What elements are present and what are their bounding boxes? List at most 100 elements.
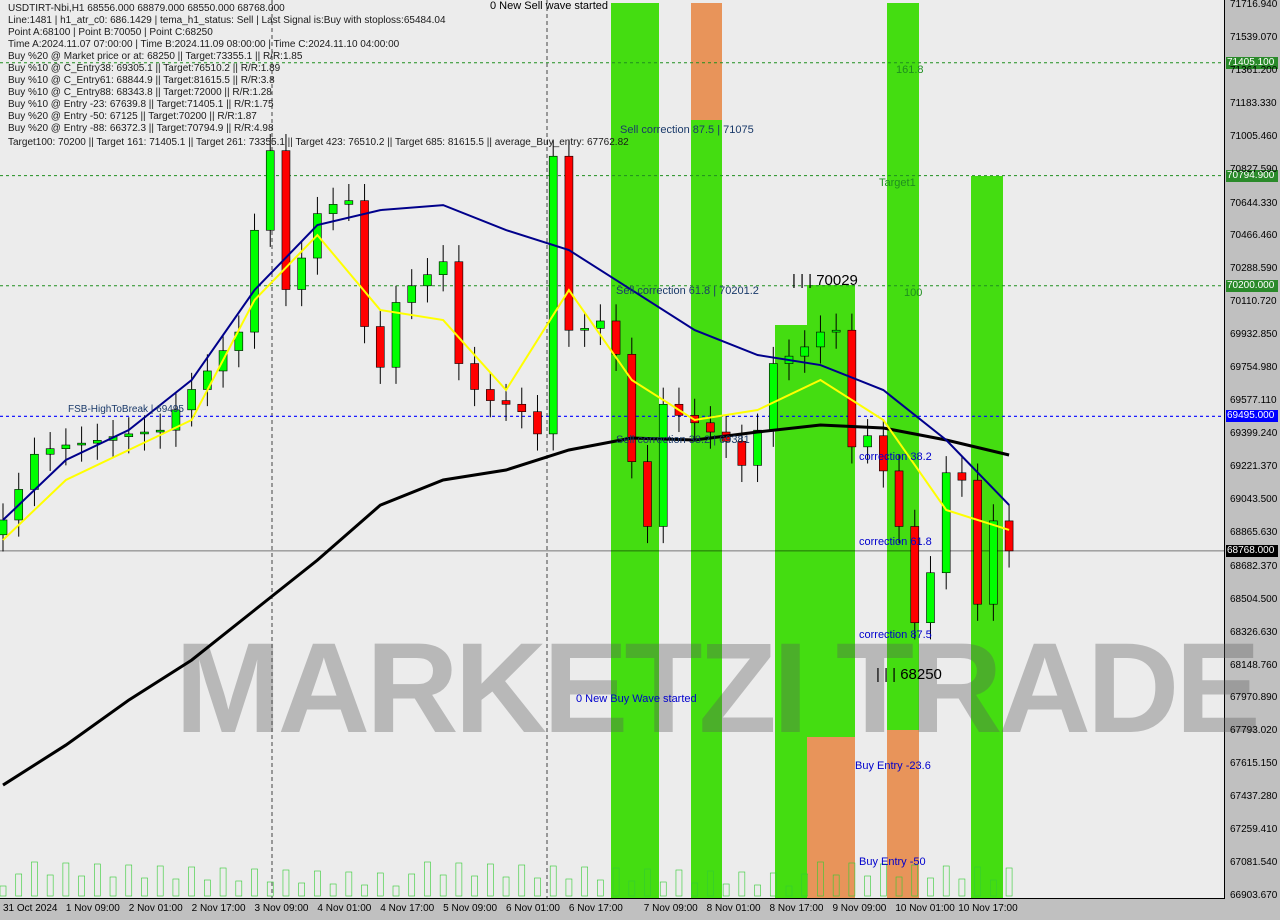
y-tick-label: 69932.850 [1230,329,1278,341]
info-line: Buy %10 @ C_Entry38: 69305.1 || Target:7… [8,63,281,74]
info-line: Buy %20 @ Entry -88: 66372.3 || Target:7… [8,123,274,134]
candle-body [391,302,401,368]
info-line: Buy %20 @ Market price or at: 68250 || T… [8,51,303,62]
volume-bar [424,861,431,897]
volume-bar [471,875,478,897]
info-line: Line:1481 | h1_atr_c0: 686.1429 | tema_h… [8,15,446,26]
y-tick-label: 71361.200 [1230,64,1278,76]
candle-body [910,526,920,624]
y-tick-label: 69043.500 [1230,493,1278,505]
zone-band-orange [807,737,855,898]
volume-bar [408,873,416,897]
price-chart [0,62,1224,897]
x-tick-label: 8 Nov 01:00 [706,903,761,914]
volume-bar [738,871,746,897]
candle-body [706,422,715,433]
candle-body [124,433,134,437]
volume-bar [675,869,683,897]
info-line: Point A:68100 | Point B:70050 | Point C:… [8,27,213,38]
volume-bar [172,878,180,897]
candle-body [30,453,39,490]
x-tick-label: 6 Nov 01:00 [506,903,560,914]
candle-body [423,274,432,287]
annotation-buy-entry-236: Buy Entry -23.6 [855,760,931,772]
x-tick-label: 31 Oct 2024 [3,903,58,914]
volume-bar [266,881,274,897]
candle-body [768,363,778,431]
candle-body [658,403,668,527]
annotation-fsb: FSB-HighToBreak | 69495 [68,404,184,415]
candle-body [155,429,165,433]
volume-bar [345,871,353,897]
zone-band-orange [887,730,919,898]
candle-body [627,353,637,462]
y-tick-label: 71005.460 [1230,130,1278,142]
x-tick-label: 2 Nov 01:00 [128,903,183,914]
candle-body [250,229,259,333]
volume-bar [188,866,195,897]
volume-bar [942,865,950,897]
volume-bar [974,866,981,897]
annotation-buy-entry-50: Buy Entry -50 [859,856,926,868]
volume-bar [141,877,148,897]
candle-body [973,479,982,605]
volume-bar [832,874,840,897]
volume-bar [644,868,651,897]
volume-bar [361,884,368,897]
volume-bar [125,864,133,897]
candle-body [61,444,71,450]
candle-body [501,400,511,405]
y-tick-label: 67793.020 [1230,725,1278,737]
volume-bar [1005,867,1013,897]
candle-body [800,346,810,357]
candle-body [171,409,181,431]
volume-bar [597,879,604,897]
candle-body [375,326,385,368]
candle-body [548,155,558,435]
volume-bar [31,861,38,897]
volume-bar [549,865,557,897]
candle-body [611,320,621,355]
y-tick-label: 68865.630 [1230,526,1278,538]
volume-bar [282,869,290,897]
y-tick-label: 70110.720 [1230,296,1277,308]
candle-body [328,204,338,214]
mid-ma-line [2,204,1010,521]
annotation-correction-875: correction 87.5 [859,629,932,641]
candle-body [486,389,495,401]
volume-bar [235,880,243,897]
volume-bar [659,881,667,897]
volume-bar [502,876,510,897]
volume-bar [46,874,54,897]
candle-body [941,472,951,574]
volume-bar [707,870,714,897]
volume-bar [15,873,23,897]
candle-body [816,331,825,348]
price-level-tag: 68768.000 [1226,544,1278,557]
fast-ma-line [2,233,1010,541]
y-tick-label: 66903.670 [1230,890,1278,901]
candle-body [297,257,306,290]
candle-body [45,448,55,455]
slow-ma-line [2,423,1010,787]
annotation-point-c: | | | 68250 [876,666,942,683]
volume-bar [518,864,526,897]
annotation-correction-382: correction 38.2 [859,451,932,463]
volume-bar [722,883,730,897]
volume-bar [785,885,793,897]
annotation-buy-wave: 0 New Buy Wave started [576,693,697,705]
candle-body [93,440,102,444]
x-tick-label: 3 Nov 09:00 [254,903,309,914]
volume-bar [251,868,258,897]
candle-body [989,520,998,605]
candle-body [187,389,196,411]
price-level-tag: 71405.100 [1226,56,1278,69]
candle-body [596,320,605,329]
volume-bar [895,876,903,897]
plot-area[interactable]: MARKETZI TRADE USDTIRT-Nbi,H1 68556.000 … [0,0,1261,899]
y-tick-label: 69754.980 [1230,362,1278,374]
volume-bar [156,865,164,897]
candle-body [454,261,464,364]
y-tick-label: 68148.760 [1230,659,1278,671]
